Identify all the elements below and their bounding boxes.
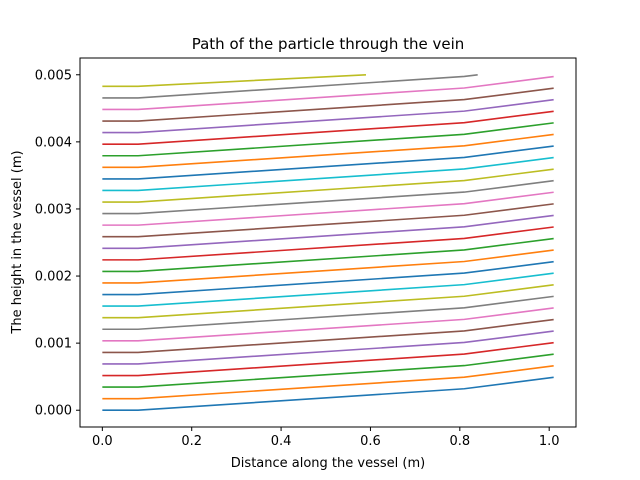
series-line-28 xyxy=(102,73,478,99)
y-tick-label: 0.004 xyxy=(35,135,72,150)
x-tick-label: 0.0 xyxy=(92,434,113,449)
series-line-12 xyxy=(102,249,554,284)
y-tick-label: 0.001 xyxy=(35,337,72,352)
series-line-22 xyxy=(102,133,554,169)
series-line-4 xyxy=(102,341,554,377)
series-line-19 xyxy=(102,168,554,203)
plot-frame xyxy=(79,57,577,428)
series-line-7 xyxy=(102,307,554,342)
x-axis-label: Distance along the vessel (m) xyxy=(231,456,425,471)
y-tick-label: 0.005 xyxy=(35,68,72,83)
series-line-15 xyxy=(102,214,554,250)
series-lines xyxy=(102,73,554,412)
series-line-5 xyxy=(102,330,554,365)
series-line-3 xyxy=(102,353,554,388)
x-tick-label: 0.6 xyxy=(360,434,381,449)
series-line-14 xyxy=(102,226,554,261)
series-line-1 xyxy=(102,376,554,412)
y-tick-label: 0.002 xyxy=(35,270,72,285)
series-line-18 xyxy=(102,179,554,215)
series-line-11 xyxy=(102,260,554,296)
series-line-27 xyxy=(102,75,554,111)
series-line-6 xyxy=(102,318,554,354)
series-line-13 xyxy=(102,237,554,273)
series-line-10 xyxy=(102,272,554,307)
series-line-8 xyxy=(102,295,554,331)
series-line-21 xyxy=(102,145,554,180)
y-tick-label: 0.003 xyxy=(35,202,72,217)
series-line-9 xyxy=(102,284,554,319)
chart-title: Path of the particle through the vein xyxy=(192,35,465,53)
x-tick-label: 0.4 xyxy=(271,434,292,449)
series-line-24 xyxy=(102,110,554,145)
x-tick-label: 0.2 xyxy=(181,434,202,449)
series-line-26 xyxy=(102,87,554,122)
series-line-23 xyxy=(102,122,554,157)
y-tick-label: 0.000 xyxy=(35,404,72,419)
y-axis-ticks: 0.000 0.001 0.002 0.003 0.004 0.005 xyxy=(35,68,80,419)
series-line-29 xyxy=(102,73,367,88)
series-line-16 xyxy=(102,203,554,238)
series-line-25 xyxy=(102,98,554,134)
series-line-20 xyxy=(102,156,554,192)
x-tick-label: 0.8 xyxy=(449,434,470,449)
x-tick-label: 1.0 xyxy=(539,434,560,449)
series-line-2 xyxy=(102,365,554,400)
y-axis-label: The height in the vessel (m) xyxy=(10,150,25,334)
x-axis-ticks: 0.0 0.2 0.4 0.6 0.8 1.0 xyxy=(92,427,560,449)
series-line-17 xyxy=(102,191,554,226)
